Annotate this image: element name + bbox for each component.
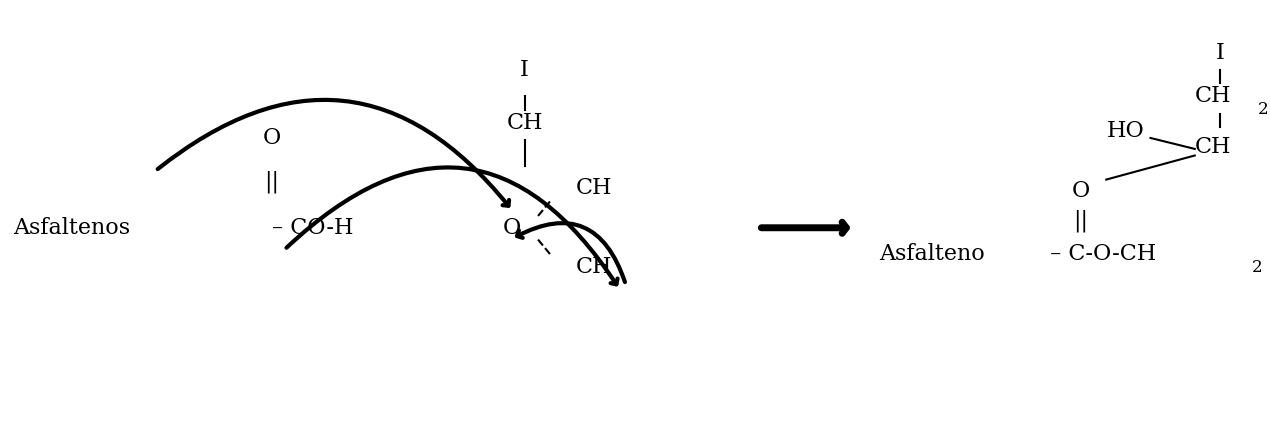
Text: – C-O-CH: – C-O-CH — [1043, 243, 1156, 265]
Text: CH: CH — [1195, 85, 1231, 107]
Text: O: O — [263, 127, 281, 149]
Text: 2: 2 — [1259, 101, 1269, 118]
Text: Asfaltenos: Asfaltenos — [13, 217, 130, 239]
Text: O: O — [1072, 180, 1090, 201]
Text: ||: || — [1073, 210, 1088, 233]
Text: CH: CH — [575, 177, 612, 199]
Text: O: O — [503, 217, 521, 239]
Text: I: I — [1215, 42, 1224, 64]
Text: I: I — [521, 59, 530, 81]
Text: CH: CH — [575, 256, 612, 278]
Text: CH: CH — [507, 112, 544, 134]
Text: ||: || — [264, 170, 279, 193]
Text: HO: HO — [1106, 120, 1144, 142]
Text: – CO-H: – CO-H — [272, 217, 353, 239]
Text: CH: CH — [1195, 136, 1231, 158]
Text: Asfalteno: Asfalteno — [879, 243, 984, 265]
Text: 2: 2 — [1252, 259, 1262, 276]
